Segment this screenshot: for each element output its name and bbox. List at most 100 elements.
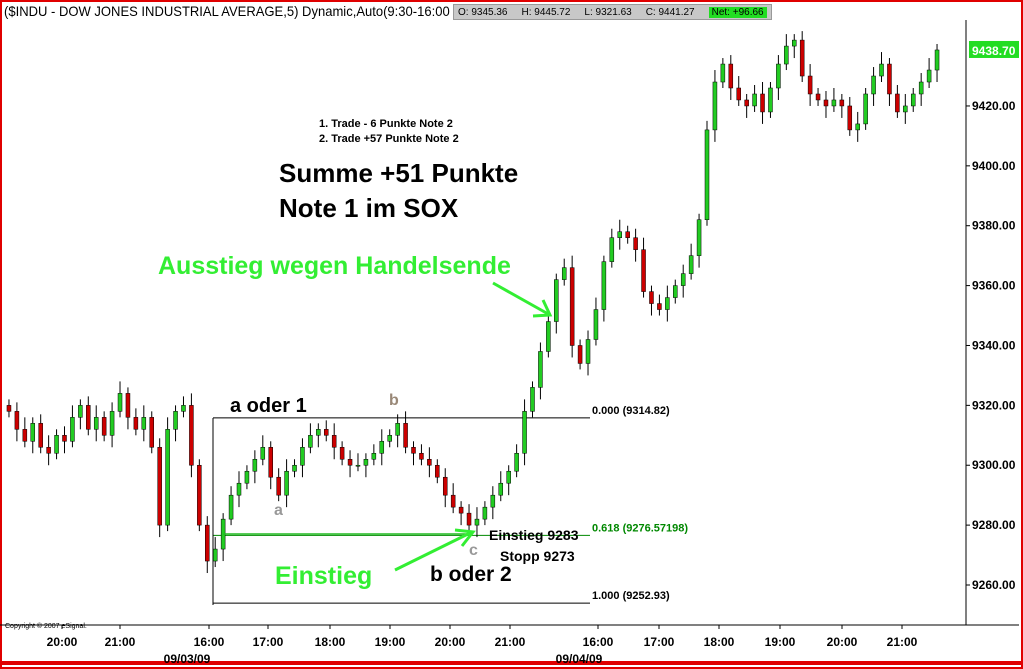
candle-body	[625, 231, 630, 238]
x-tick-label: 18:00	[704, 635, 735, 649]
candle-body	[665, 297, 670, 310]
x-tick-label: 20:00	[827, 635, 858, 649]
candle-body	[839, 99, 845, 107]
y-tick-label: 9420.00	[972, 99, 1016, 113]
candle-body	[331, 435, 337, 448]
candle-body	[498, 482, 504, 496]
candle-body	[363, 459, 369, 466]
candle-body	[760, 93, 765, 113]
candle-body	[522, 411, 527, 454]
candle-body	[728, 63, 734, 89]
ohlc-readout: O: 9345.36 H: 9445.72 L: 9321.63 C: 9441…	[453, 4, 772, 20]
candle-body	[157, 447, 162, 526]
candle-body	[403, 423, 408, 448]
candle-body	[720, 63, 726, 83]
candle-body	[696, 219, 702, 256]
candle-body	[62, 435, 67, 442]
entry-arrow	[394, 530, 473, 572]
candle-body	[14, 411, 20, 430]
entry-price: Einstieg 9283	[489, 527, 579, 543]
candle-body	[776, 63, 781, 89]
exit-label: Ausstieg wegen Handelsende	[158, 252, 511, 280]
candle-body	[799, 39, 805, 77]
close-value: C: 9441.27	[645, 6, 695, 18]
candle-body	[554, 279, 559, 322]
candle-body	[133, 417, 139, 430]
y-tick-label: 9360.00	[972, 279, 1016, 293]
candle-body	[6, 405, 12, 412]
candle-body	[395, 423, 400, 436]
fib-label: 0.000 (9314.82)	[592, 405, 670, 417]
net-change-badge: Net: +96.66	[708, 6, 767, 18]
candle-body	[514, 453, 519, 472]
candle-body	[324, 429, 329, 436]
candle-body	[387, 435, 392, 442]
candle-body	[181, 405, 186, 412]
wave-b-label: b	[389, 392, 399, 409]
candle-body	[879, 63, 884, 77]
candle-body	[823, 99, 829, 107]
sum-label: Summe +51 Punkte	[279, 158, 519, 188]
candle-body	[316, 429, 321, 436]
copyright: Copyright © 2007 eSignal.	[5, 623, 87, 630]
candle-body	[926, 69, 932, 83]
candle-body	[149, 417, 154, 448]
candle-body	[863, 93, 868, 125]
candle-body	[910, 93, 916, 107]
candle-body	[30, 423, 36, 442]
candle-body	[46, 447, 51, 454]
candle-body	[577, 345, 583, 364]
candle-body	[300, 447, 305, 466]
candle-body	[474, 518, 480, 526]
candle-body	[38, 423, 43, 448]
candle-body	[197, 464, 202, 526]
candle-body	[205, 524, 210, 562]
candle-body	[609, 237, 615, 262]
candle-body	[173, 411, 178, 430]
candle-body	[792, 39, 797, 47]
candle-body	[379, 441, 385, 454]
candle-body	[458, 506, 464, 514]
x-tick-label: 19:00	[765, 635, 796, 649]
trade-1-note: 1. Trade - 6 Punkte Note 2	[319, 118, 453, 130]
candle-body	[435, 464, 440, 478]
high-value: H: 9445.72	[521, 6, 571, 18]
candle-body	[641, 249, 646, 292]
wave-a1-label: a oder 1	[230, 395, 307, 417]
candle-body	[569, 267, 575, 346]
candle-body	[506, 470, 511, 484]
candle-body	[895, 93, 900, 113]
entry-label: Einstieg	[275, 562, 373, 590]
candle-body	[411, 447, 416, 454]
y-tick-label: 9300.00	[972, 458, 1016, 472]
candle-body	[680, 273, 686, 286]
candle-body	[252, 459, 258, 472]
y-tick-label: 9400.00	[972, 159, 1016, 173]
chart-title: ($INDU - DOW JONES INDUSTRIAL AVERAGE,5)…	[4, 3, 450, 19]
candle-body	[649, 291, 654, 304]
candle-body	[101, 417, 107, 436]
y-tick-label: 9380.00	[972, 219, 1016, 233]
wave-a-label: a	[274, 502, 283, 519]
bottom-border	[0, 661, 1023, 665]
candle-body	[292, 464, 297, 472]
candle-body	[585, 339, 591, 364]
candle-body	[22, 429, 28, 442]
candle-body	[442, 476, 448, 496]
candle-body	[546, 321, 551, 352]
candle-body	[427, 459, 432, 466]
candle-body	[712, 81, 718, 131]
candle-body	[561, 267, 567, 280]
x-tick-label: 20:00	[435, 635, 466, 649]
candle-body	[125, 393, 131, 418]
exit-arrow	[492, 281, 551, 317]
exit-arrowhead	[532, 299, 553, 318]
candle-body	[784, 45, 789, 65]
trade-2-note: 2. Trade +57 Punkte Note 2	[319, 133, 459, 145]
candle-body	[70, 417, 75, 442]
candle-body	[244, 470, 250, 484]
candle-body	[633, 237, 638, 250]
candle-body	[347, 459, 353, 466]
sox-note: Note 1 im SOX	[279, 193, 459, 223]
